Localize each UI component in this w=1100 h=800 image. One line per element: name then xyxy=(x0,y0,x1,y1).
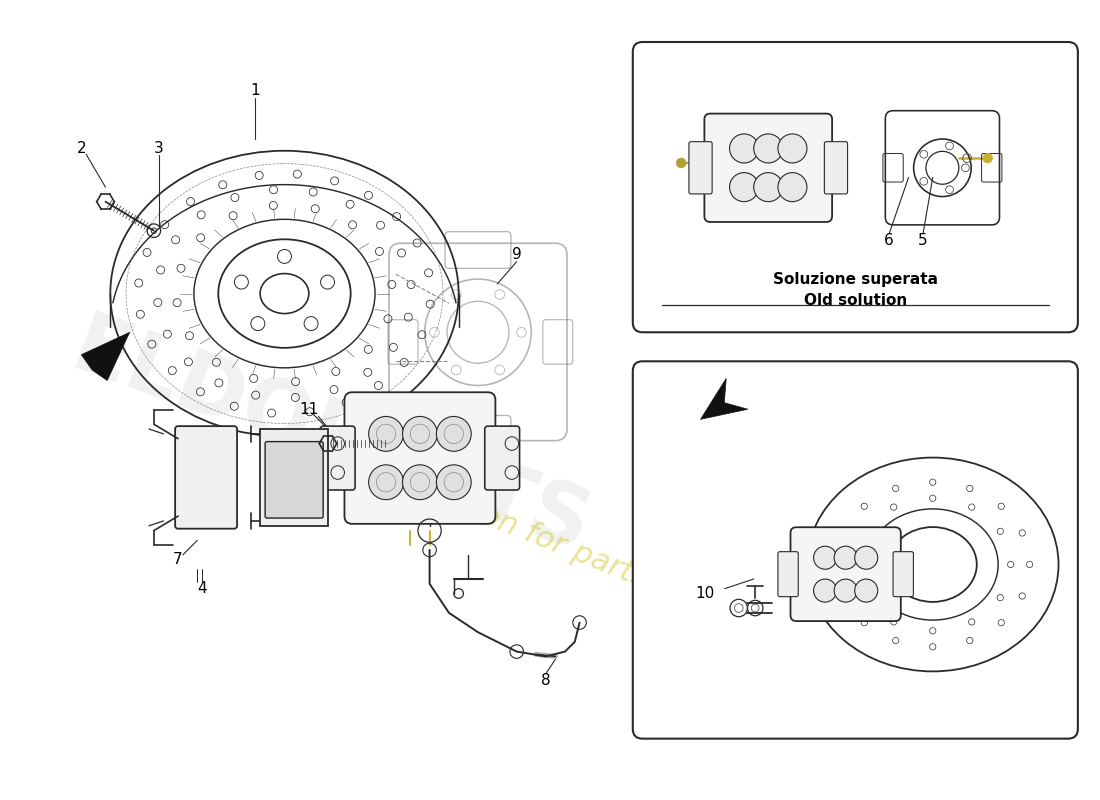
Circle shape xyxy=(814,546,837,570)
FancyBboxPatch shape xyxy=(778,552,799,597)
Text: 3: 3 xyxy=(154,141,164,156)
FancyBboxPatch shape xyxy=(175,426,238,529)
Polygon shape xyxy=(261,429,328,526)
Circle shape xyxy=(814,579,837,602)
FancyBboxPatch shape xyxy=(632,362,1078,738)
Circle shape xyxy=(778,173,807,202)
FancyBboxPatch shape xyxy=(791,527,901,621)
Circle shape xyxy=(437,417,471,451)
FancyBboxPatch shape xyxy=(704,114,832,222)
Circle shape xyxy=(855,546,878,570)
Text: 7: 7 xyxy=(173,552,183,567)
Circle shape xyxy=(729,173,759,202)
Circle shape xyxy=(754,173,783,202)
Text: 6: 6 xyxy=(884,233,894,248)
FancyBboxPatch shape xyxy=(689,142,712,194)
Circle shape xyxy=(834,579,857,602)
Circle shape xyxy=(368,417,404,451)
FancyBboxPatch shape xyxy=(320,426,355,490)
FancyBboxPatch shape xyxy=(265,442,323,518)
Circle shape xyxy=(834,546,857,570)
FancyBboxPatch shape xyxy=(485,426,519,490)
Circle shape xyxy=(855,579,878,602)
Text: 11: 11 xyxy=(299,402,318,417)
Circle shape xyxy=(729,134,759,163)
Polygon shape xyxy=(81,332,130,381)
Text: 5: 5 xyxy=(918,233,928,248)
Polygon shape xyxy=(701,378,748,419)
Circle shape xyxy=(368,465,404,500)
Circle shape xyxy=(403,417,438,451)
Text: 2: 2 xyxy=(77,141,86,156)
Circle shape xyxy=(778,134,807,163)
Text: 8: 8 xyxy=(541,673,550,688)
Circle shape xyxy=(982,154,992,163)
FancyBboxPatch shape xyxy=(893,552,913,597)
FancyBboxPatch shape xyxy=(824,142,848,194)
Circle shape xyxy=(676,158,686,168)
Circle shape xyxy=(403,465,438,500)
Text: 10: 10 xyxy=(695,586,715,601)
Text: ELDOPARTS: ELDOPARTS xyxy=(60,307,601,570)
Text: Soluzione superata: Soluzione superata xyxy=(773,271,938,286)
Circle shape xyxy=(437,465,471,500)
Circle shape xyxy=(754,134,783,163)
Text: 9: 9 xyxy=(512,247,521,262)
Text: 1: 1 xyxy=(251,83,261,98)
FancyBboxPatch shape xyxy=(632,42,1078,332)
FancyBboxPatch shape xyxy=(344,392,495,524)
Text: Old solution: Old solution xyxy=(804,293,908,308)
Text: 4: 4 xyxy=(197,581,207,596)
Text: a passion for parts inc.: a passion for parts inc. xyxy=(376,461,711,618)
